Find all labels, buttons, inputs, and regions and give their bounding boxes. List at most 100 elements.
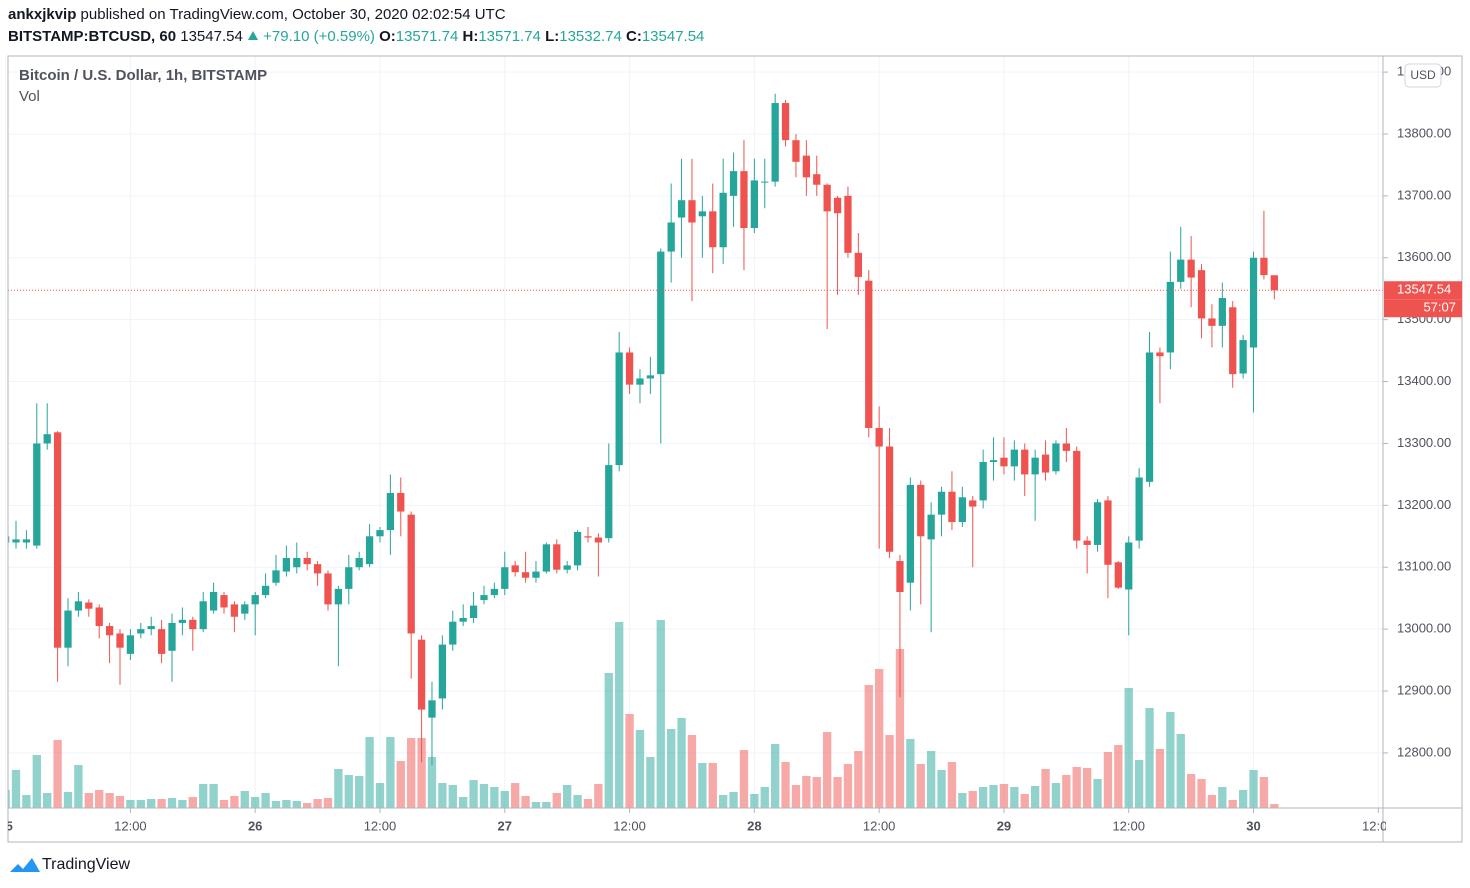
candle-body xyxy=(989,460,998,463)
candle-body xyxy=(906,484,914,583)
volume-bar xyxy=(136,800,145,808)
volume-bar xyxy=(1176,734,1185,808)
last: 13547.54 xyxy=(180,28,243,45)
candle-body xyxy=(719,192,727,248)
currency-badge[interactable] xyxy=(1404,63,1442,88)
volume-bar xyxy=(833,777,842,808)
candle-body xyxy=(428,700,436,718)
published: published on TradingView.com, October 30… xyxy=(80,6,506,23)
candle-body xyxy=(64,610,72,648)
candle-body xyxy=(272,570,280,583)
volume-bar xyxy=(1124,688,1133,808)
volume-bar xyxy=(729,792,738,808)
candle-body xyxy=(532,571,540,578)
chart-title: Bitcoin / U.S. Dollar, 1h, BITSTAMP xyxy=(19,67,267,84)
volume-bar xyxy=(1249,770,1258,808)
candle-body xyxy=(43,434,51,444)
volume-bar xyxy=(552,793,561,808)
x-tick-label: 29 xyxy=(997,818,1011,833)
x-tick-label: 27 xyxy=(498,818,512,833)
x-tick-label: 12:00 xyxy=(863,818,896,833)
volume-bar xyxy=(1072,767,1081,808)
x-tick-label: 25 xyxy=(0,818,13,833)
candle-body xyxy=(1125,542,1133,590)
x-tick-label: 12:00 xyxy=(1112,818,1145,833)
o-label: O: xyxy=(379,28,396,45)
volume-bar xyxy=(843,764,853,808)
volume-bar xyxy=(459,797,468,808)
candle-body xyxy=(844,195,852,253)
volume-bar xyxy=(573,795,582,808)
candle-body xyxy=(1031,457,1039,475)
candle-body xyxy=(948,491,956,523)
volume-bar xyxy=(407,738,416,808)
candle-body xyxy=(1135,477,1143,541)
candle-body xyxy=(625,352,634,385)
volume-bar xyxy=(1020,794,1029,808)
volume-bar xyxy=(1030,786,1040,808)
volume-bar xyxy=(178,800,187,808)
candle-body xyxy=(1114,562,1122,588)
candle-body xyxy=(605,465,613,539)
candle-body xyxy=(95,607,103,627)
candle-body xyxy=(261,585,270,596)
volume-bar xyxy=(978,787,988,808)
l-label: L: xyxy=(545,28,560,45)
y-tick-label: 12800.00 xyxy=(1397,744,1451,759)
volume-bar xyxy=(521,796,530,808)
volume-bar xyxy=(490,787,499,808)
candle-body xyxy=(896,561,904,592)
volume-bar xyxy=(427,757,437,808)
candle-body xyxy=(282,557,291,572)
candle-body xyxy=(1197,270,1206,319)
volume-bar xyxy=(854,751,863,808)
candle-body xyxy=(1166,281,1174,353)
volume-bar xyxy=(438,783,447,808)
x-tick-label: 26 xyxy=(248,818,262,833)
candle-body xyxy=(1073,450,1081,541)
volume-bar xyxy=(1166,712,1175,808)
candle-body xyxy=(386,492,395,531)
candle-body xyxy=(1000,457,1008,467)
volume-bar xyxy=(500,791,509,808)
volume-bar xyxy=(750,794,759,808)
grid xyxy=(5,56,1383,808)
volume-bar xyxy=(251,797,260,808)
price-axis: 12800.00 12900.00 13000.00 13100.00 13200.00… xyxy=(1383,64,1451,759)
volume-bar xyxy=(895,649,905,808)
candle-body xyxy=(407,514,415,634)
candle-body xyxy=(1041,454,1050,473)
volume-bar xyxy=(417,738,426,808)
candle-body xyxy=(501,567,509,589)
volume-bar xyxy=(157,799,166,808)
volume-bar xyxy=(375,783,385,808)
x-tick-label: 30 xyxy=(1246,818,1260,833)
volume-bar xyxy=(1010,787,1019,808)
volume-bar xyxy=(916,764,925,808)
y-tick-label: 13200.00 xyxy=(1397,497,1451,512)
x-tick-label: 28 xyxy=(747,818,761,833)
publish-line: ankxjkvip published on TradingView.com, … xyxy=(8,6,506,23)
candle-body xyxy=(1187,259,1195,278)
up-arrow xyxy=(247,31,258,40)
candle-body xyxy=(1021,449,1029,475)
volume-bar xyxy=(687,735,697,808)
volume-bar xyxy=(667,729,676,808)
candle-body xyxy=(823,184,831,212)
volume-bar xyxy=(906,739,915,808)
y-tick-label: 13400.00 xyxy=(1397,373,1451,388)
volume-bar xyxy=(542,802,551,808)
y-tick-label: 13500.00 xyxy=(1397,311,1451,326)
volume-bar xyxy=(84,793,93,808)
volume-bar xyxy=(479,784,489,808)
user[interactable]: ankxjkvip xyxy=(8,6,77,23)
volume-bar xyxy=(885,735,894,808)
candle-body xyxy=(729,171,738,196)
candle-body xyxy=(542,544,551,572)
candle-body xyxy=(667,222,675,252)
volume-bar xyxy=(594,784,603,808)
candle-body xyxy=(781,103,790,141)
volume-bar xyxy=(511,783,520,808)
